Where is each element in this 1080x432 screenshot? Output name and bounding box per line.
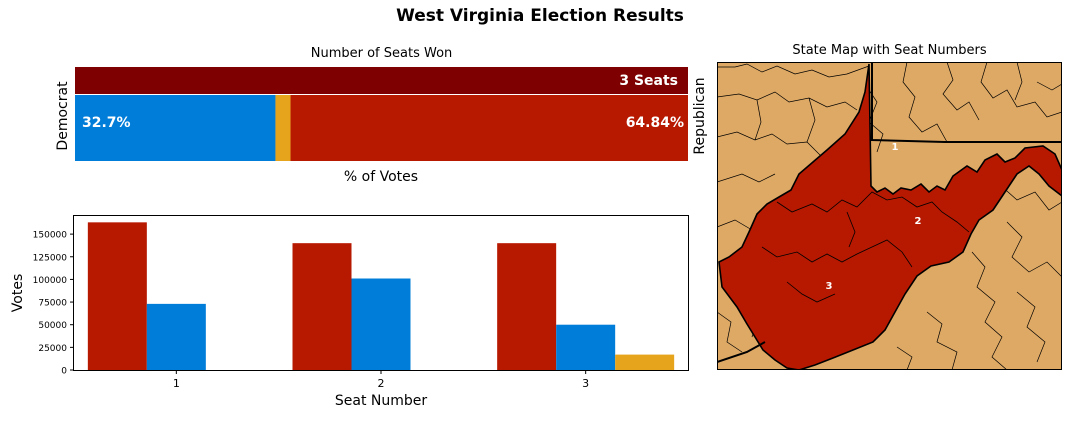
state-border-line-lower (717, 341, 766, 363)
state-border-line (871, 62, 1062, 143)
x-tick-label: 3 (582, 377, 589, 390)
y-tick-label: 100000 (33, 276, 68, 286)
y-tick-label: 50000 (38, 321, 67, 331)
map-title: State Map with Seat Numbers (792, 43, 987, 58)
x-tick-label: 2 (378, 377, 385, 390)
votes-y-axis: 0 25000 50000 75000 100000 125000 150000 (33, 231, 74, 377)
district-label-2: 2 (915, 216, 922, 227)
republican-share-bar (290, 95, 688, 161)
y-tick-label: 25000 (38, 344, 67, 354)
republican-axis-label: Republican (692, 77, 708, 154)
votes-ylabel: Votes (10, 274, 26, 312)
bar-democrat-seat-3 (556, 324, 616, 370)
y-tick-label: 150000 (33, 231, 68, 241)
district-boundaries (761, 191, 970, 303)
bar-republican-seat-2 (292, 243, 352, 370)
bar-other-seat-3 (615, 354, 675, 370)
seats-bar (75, 67, 688, 94)
y-tick-label: 125000 (33, 253, 68, 263)
bar-republican-seat-1 (87, 222, 147, 370)
democrat-share-label: 32.7% (82, 115, 131, 131)
state-map: 1 2 3 (717, 62, 1062, 370)
other-share-bar (275, 95, 291, 161)
west-virginia-state-shape (718, 63, 1062, 370)
y-tick-label: 0 (61, 367, 67, 377)
democrat-axis-label: Democrat (55, 81, 71, 151)
democrat-share-bar (75, 95, 276, 161)
seats-chart-title: Number of Seats Won (310, 46, 453, 61)
votes-x-axis: 1 2 3 (173, 370, 589, 390)
y-tick-label: 75000 (38, 299, 67, 309)
x-tick-label: 1 (173, 377, 180, 390)
vote-share-xlabel: % of Votes (344, 169, 418, 185)
figure-title: West Virginia Election Results (396, 6, 684, 26)
republican-share-label: 64.84% (626, 115, 684, 131)
votes-bars (87, 222, 675, 370)
votes-xlabel: Seat Number (335, 393, 428, 409)
district-label-1: 1 (892, 142, 899, 153)
bar-democrat-seat-1 (146, 303, 206, 370)
votes-plot-frame (73, 215, 689, 371)
seats-label: 3 Seats (619, 73, 678, 89)
district-label-3: 3 (826, 281, 833, 292)
bar-republican-seat-3 (497, 243, 557, 370)
map-frame (717, 62, 1062, 370)
bar-democrat-seat-2 (351, 278, 411, 370)
